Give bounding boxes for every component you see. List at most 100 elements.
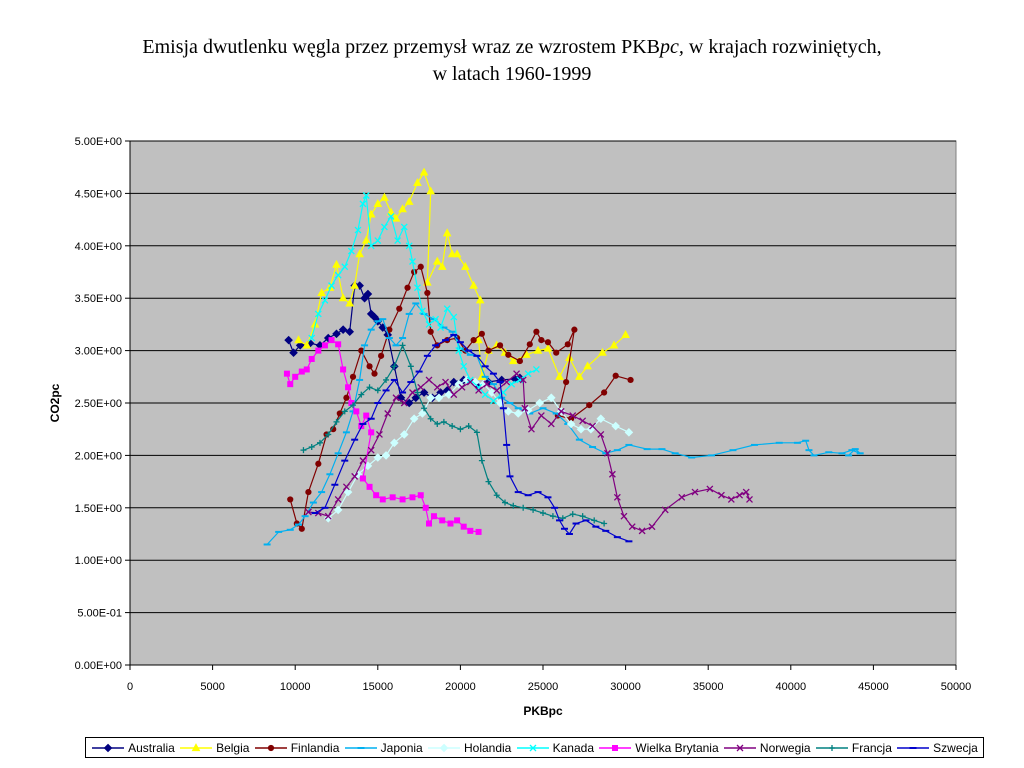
data-point-finlandia xyxy=(544,339,552,346)
data-point-kanada xyxy=(450,313,458,321)
data-point-norwegia xyxy=(351,472,359,480)
chart-title-rest: w krajach rozwiniętych, xyxy=(683,36,882,58)
data-point-belgia xyxy=(621,330,630,338)
data-point-finlandia xyxy=(533,328,540,335)
data-point-wielka-brytania xyxy=(328,337,335,344)
data-point-wielka-brytania xyxy=(417,492,424,499)
data-point-kanada xyxy=(460,362,468,370)
data-point-kanada xyxy=(387,212,395,220)
data-point-finlandia xyxy=(526,341,533,348)
data-point-francja xyxy=(440,418,447,425)
data-point-holandia xyxy=(624,428,634,437)
legend-swatch-finlandia xyxy=(254,744,287,751)
data-point-wielka-brytania xyxy=(399,496,406,503)
data-point-belgia xyxy=(452,249,462,258)
data-point-kanada xyxy=(425,320,433,328)
data-point-francja xyxy=(350,402,357,409)
data-point-norwegia xyxy=(433,383,441,391)
data-point-wielka-brytania xyxy=(460,523,467,530)
data-point-finlandia xyxy=(478,330,485,337)
data-point-francja xyxy=(549,513,556,520)
data-point-wielka-brytania xyxy=(321,342,328,349)
data-point-francja xyxy=(325,431,332,438)
data-point-norwegia xyxy=(342,483,350,491)
data-point-francja xyxy=(457,426,464,433)
data-point-wielka-brytania xyxy=(335,341,342,348)
data-point-finlandia xyxy=(612,372,619,379)
data-point-wielka-brytania xyxy=(345,384,352,391)
legend-swatch-japonia xyxy=(344,746,377,749)
data-point-norwegia xyxy=(521,404,529,412)
data-point-norwegia xyxy=(513,370,521,378)
data-point-belgia xyxy=(447,249,457,258)
legend-swatch-marker xyxy=(828,744,835,751)
data-point-belgia xyxy=(461,261,470,270)
data-point-norwegia xyxy=(613,493,621,501)
legend-swatch-marker xyxy=(439,743,449,752)
data-point-kanada xyxy=(328,282,336,290)
data-point-francja xyxy=(421,405,428,412)
data-point-belgia xyxy=(432,256,442,265)
data-point-belgia xyxy=(413,178,422,187)
data-point-belgia xyxy=(508,356,518,365)
data-point-francja xyxy=(465,423,472,430)
data-point-finlandia xyxy=(516,357,523,365)
data-point-wielka-brytania xyxy=(368,429,375,436)
data-point-belgia xyxy=(583,361,592,370)
data-point-wielka-brytania xyxy=(348,400,355,406)
y-tick-label: 1.00E+00 xyxy=(75,555,122,567)
data-point-holandia xyxy=(444,390,454,399)
data-point-norwegia xyxy=(717,491,725,499)
data-point-norwegia xyxy=(417,383,425,391)
data-point-francja xyxy=(493,492,500,499)
data-point-norwegia xyxy=(450,391,458,399)
data-point-kanada xyxy=(524,370,532,378)
x-tick-label: 50000 xyxy=(941,681,972,693)
data-point-belgia xyxy=(598,347,607,356)
legend-swatch-francja xyxy=(815,744,848,751)
y-tick-label: 2.00E+00 xyxy=(75,450,122,462)
legend-swatch-marker xyxy=(267,744,274,751)
x-tick-label: 20000 xyxy=(445,681,476,693)
data-point-holandia xyxy=(596,414,606,424)
data-point-francja xyxy=(341,408,348,415)
legend-label: Kanada xyxy=(552,740,594,755)
data-point-kanada xyxy=(359,200,367,208)
data-point-francja xyxy=(434,420,441,427)
data-point-finlandia xyxy=(315,460,322,467)
data-point-kanada xyxy=(314,310,322,318)
y-tick-label: 2.50E+00 xyxy=(75,398,122,410)
series-norwegia xyxy=(304,370,753,535)
data-point-wielka-brytania xyxy=(298,368,305,375)
data-point-norwegia xyxy=(547,420,555,428)
data-point-holandia xyxy=(611,421,620,431)
data-point-francja xyxy=(478,457,485,464)
data-point-belgia xyxy=(302,340,312,349)
data-point-belgia xyxy=(373,199,383,207)
data-point-norwegia xyxy=(359,457,367,465)
data-point-francja xyxy=(300,447,307,454)
data-point-francja xyxy=(316,439,323,446)
data-point-wielka-brytania xyxy=(389,494,396,501)
x-tick-label: 25000 xyxy=(528,681,559,693)
data-point-finlandia xyxy=(386,326,393,333)
data-point-francja xyxy=(414,389,421,396)
data-point-finlandia xyxy=(571,326,578,333)
data-point-holandia xyxy=(426,393,435,403)
data-point-holandia xyxy=(576,424,586,434)
data-point-finlandia xyxy=(343,394,350,401)
data-point-norwegia xyxy=(661,506,669,514)
data-point-norwegia xyxy=(425,376,433,384)
data-point-francja xyxy=(407,363,414,370)
data-point-holandia xyxy=(353,469,363,479)
y-axis-title: CO2pc xyxy=(48,383,62,422)
data-point-wielka-brytania xyxy=(475,528,482,535)
data-point-holandia xyxy=(470,377,480,387)
data-point-belgia xyxy=(442,228,452,237)
data-point-finlandia xyxy=(564,341,571,348)
legend-item-australia: Australia xyxy=(91,741,175,755)
data-point-norwegia xyxy=(579,417,587,425)
x-tick-label: 0 xyxy=(127,681,133,693)
data-point-kanada xyxy=(367,242,375,250)
data-point-francja xyxy=(391,363,398,370)
